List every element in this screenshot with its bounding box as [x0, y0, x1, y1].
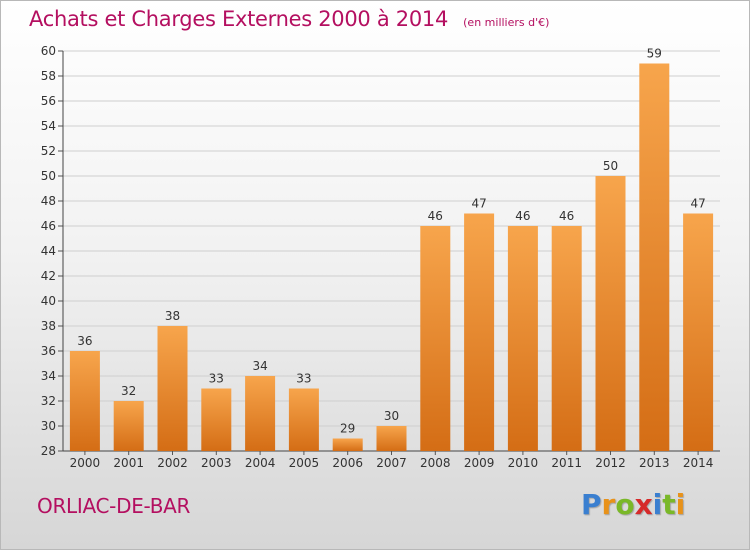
bar-value-label: 29 [340, 422, 355, 436]
x-tick-label: 2013 [639, 456, 670, 470]
bar [639, 63, 670, 451]
y-tick-label: 38 [41, 319, 56, 333]
y-tick-label: 52 [41, 144, 56, 158]
bar [464, 213, 495, 451]
bar [245, 376, 276, 451]
bar-value-label: 38 [165, 309, 180, 323]
bar-value-label: 33 [209, 372, 224, 386]
bar-value-label: 47 [690, 197, 705, 211]
logo-letter: i [675, 488, 686, 521]
proxiti-logo: Proxiti [581, 488, 685, 521]
x-tick-label: 2012 [595, 456, 626, 470]
bar [113, 401, 144, 451]
logo-letter: t [662, 488, 676, 521]
y-tick-label: 44 [41, 244, 56, 258]
bar-value-label: 46 [515, 209, 530, 223]
x-tick-label: 2009 [464, 456, 495, 470]
bar-value-label: 36 [77, 334, 92, 348]
x-tick-label: 2002 [157, 456, 188, 470]
bar [69, 351, 100, 451]
logo-letter: r [601, 488, 616, 521]
bar [683, 213, 714, 451]
logo-letter: o [615, 488, 635, 521]
y-tick-label: 32 [41, 394, 56, 408]
y-tick-label: 50 [41, 169, 56, 183]
chart-subtitle: (en milliers d'€) [463, 16, 550, 29]
y-tick-label: 42 [41, 269, 56, 283]
x-tick-label: 2010 [508, 456, 539, 470]
bar [157, 326, 188, 451]
bar [288, 388, 319, 451]
y-tick-label: 58 [41, 69, 56, 83]
x-tick-label: 2000 [70, 456, 101, 470]
y-tick-label: 28 [41, 444, 56, 458]
y-tick-label: 36 [41, 344, 56, 358]
bar [332, 438, 363, 451]
y-tick-label: 56 [41, 94, 56, 108]
x-tick-label: 2001 [113, 456, 144, 470]
logo-letter: i [652, 488, 663, 521]
y-tick-label: 30 [41, 419, 56, 433]
bar-value-label: 46 [428, 209, 443, 223]
logo-letter: P [581, 488, 602, 521]
bar [420, 226, 451, 451]
x-tick-label: 2003 [201, 456, 232, 470]
bar [201, 388, 232, 451]
x-tick-label: 2007 [376, 456, 407, 470]
y-tick-label: 46 [41, 219, 56, 233]
bar [376, 426, 407, 451]
y-tick-label: 60 [41, 44, 56, 58]
bar-value-label: 32 [121, 384, 136, 398]
x-tick-label: 2008 [420, 456, 451, 470]
bar [551, 226, 582, 451]
bar-value-label: 47 [471, 197, 486, 211]
y-tick-label: 48 [41, 194, 56, 208]
y-tick-label: 34 [41, 369, 56, 383]
bar-value-label: 34 [252, 359, 267, 373]
bar [507, 226, 538, 451]
bar-value-label: 30 [384, 409, 399, 423]
bar-value-label: 59 [647, 47, 662, 61]
y-tick-label: 54 [41, 119, 56, 133]
x-tick-label: 2005 [289, 456, 320, 470]
x-tick-label: 2004 [245, 456, 276, 470]
bar-value-label: 33 [296, 372, 311, 386]
y-tick-label: 40 [41, 294, 56, 308]
commune-name: ORLIAC-DE-BAR [37, 494, 191, 518]
x-tick-label: 2006 [332, 456, 363, 470]
logo-letter: x [634, 488, 653, 521]
title-row: Achats et Charges Externes 2000 à 2014 (… [29, 7, 549, 31]
x-tick-label: 2014 [683, 456, 714, 470]
chart-title: Achats et Charges Externes 2000 à 2014 [29, 7, 449, 31]
bar-value-label: 50 [603, 159, 618, 173]
x-tick-label: 2011 [551, 456, 582, 470]
bar-value-label: 46 [559, 209, 574, 223]
bar [595, 176, 626, 451]
